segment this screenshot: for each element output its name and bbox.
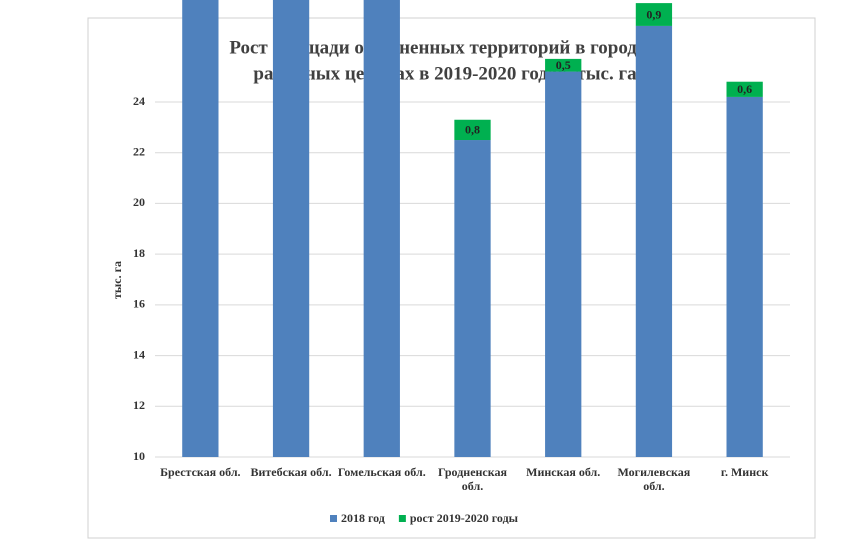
y-axis-label: тыс. га bbox=[110, 261, 124, 299]
x-tick-label: Минская обл. bbox=[526, 465, 601, 479]
chart-title: районных центрах в 2019-2020 годах, тыс.… bbox=[253, 63, 637, 84]
bar-segment bbox=[726, 96, 763, 457]
legend-label: 2018 год bbox=[341, 511, 385, 525]
bar-segment bbox=[635, 25, 673, 458]
data-label: 0,6 bbox=[737, 82, 752, 96]
y-tick-label: 10 bbox=[133, 449, 145, 463]
y-tick-label: 16 bbox=[133, 297, 145, 311]
x-tick-label: Гродненская обл. bbox=[438, 465, 507, 493]
bar-segment bbox=[182, 0, 219, 457]
y-tick-label: 20 bbox=[133, 195, 145, 209]
bar-segment bbox=[545, 71, 582, 458]
x-tick-label: Витебская обл. bbox=[250, 465, 332, 479]
x-tick-label: Могилевская обл. bbox=[617, 465, 691, 493]
y-tick-label: 22 bbox=[133, 144, 145, 158]
data-label: 0,5 bbox=[556, 58, 571, 72]
bar-segment bbox=[454, 119, 491, 141]
bar-segment bbox=[545, 58, 582, 72]
y-tick-label: 14 bbox=[133, 347, 145, 361]
legend-swatch bbox=[330, 515, 337, 522]
data-label: 0,8 bbox=[465, 123, 480, 137]
y-tick-label: 18 bbox=[133, 246, 145, 260]
bar-segment bbox=[363, 0, 400, 458]
legend-label: рост 2019-2020 годы bbox=[410, 511, 519, 525]
bar-segment bbox=[454, 140, 491, 458]
bar-segment bbox=[272, 0, 310, 457]
bar-segment bbox=[726, 81, 763, 97]
y-tick-label: 24 bbox=[133, 94, 145, 108]
y-tick-label: 12 bbox=[133, 398, 145, 412]
bar-segment bbox=[635, 3, 673, 26]
x-tick-label: Гомельская обл. bbox=[337, 465, 426, 479]
x-tick-label: Брестская обл. bbox=[160, 465, 241, 479]
x-tick-label: г. Минск bbox=[720, 465, 769, 479]
legend-swatch bbox=[398, 515, 406, 522]
data-label: 0,9 bbox=[646, 7, 661, 21]
chart-title: Рост площади озелененных территорий в го… bbox=[229, 37, 661, 58]
